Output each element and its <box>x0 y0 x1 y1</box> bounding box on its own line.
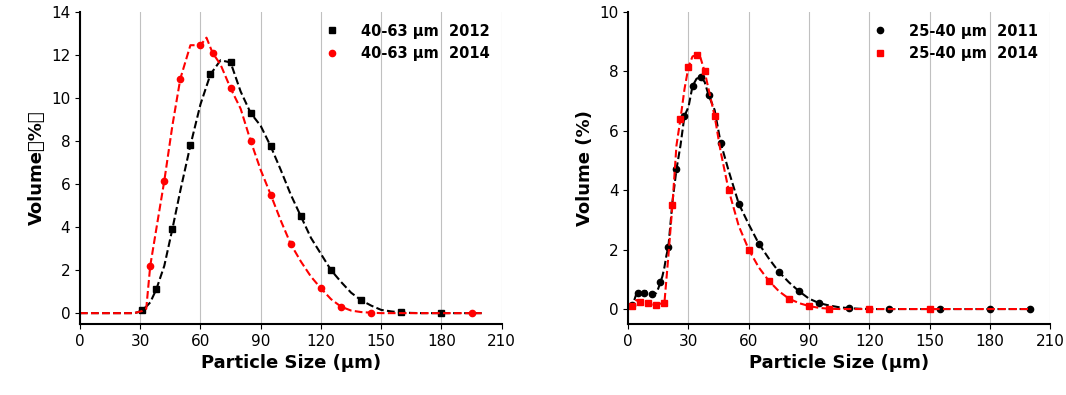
25-40 μm  2014 <box>762 278 775 283</box>
25-40 μm  2014 <box>823 307 836 311</box>
Legend: 40-63 μm  2012, 40-63 μm  2014: 40-63 μm 2012, 40-63 μm 2014 <box>306 19 495 65</box>
Line: 40-63 μm  2012: 40-63 μm 2012 <box>139 59 445 316</box>
Line: 25-40 μm  2011: 25-40 μm 2011 <box>629 74 1033 312</box>
40-63 μm  2012 <box>224 60 237 65</box>
40-63 μm  2014 <box>244 139 257 143</box>
25-40 μm  2011 <box>671 167 683 172</box>
Y-axis label: Volume（%）: Volume（%） <box>28 111 46 225</box>
25-40 μm  2014 <box>658 301 671 305</box>
25-40 μm  2011 <box>678 113 691 118</box>
40-63 μm  2014 <box>365 310 377 315</box>
25-40 μm  2014 <box>674 117 687 121</box>
40-63 μm  2014 <box>224 86 237 90</box>
25-40 μm  2014 <box>782 296 795 301</box>
25-40 μm  2011 <box>732 201 745 206</box>
Line: 25-40 μm  2014: 25-40 μm 2014 <box>629 52 933 312</box>
25-40 μm  2011 <box>626 302 639 307</box>
40-63 μm  2014 <box>194 43 207 47</box>
Line: 40-63 μm  2014: 40-63 μm 2014 <box>147 42 474 316</box>
25-40 μm  2011 <box>714 140 727 145</box>
40-63 μm  2014 <box>174 76 187 81</box>
25-40 μm  2014 <box>742 247 755 252</box>
25-40 μm  2014 <box>682 64 695 69</box>
25-40 μm  2011 <box>843 306 856 310</box>
25-40 μm  2014 <box>634 299 647 304</box>
Legend: 25-40 μm  2011, 25-40 μm  2014: 25-40 μm 2011, 25-40 μm 2014 <box>854 19 1043 65</box>
40-63 μm  2014 <box>144 263 157 268</box>
40-63 μm  2012 <box>394 310 407 315</box>
40-63 μm  2014 <box>158 179 171 183</box>
25-40 μm  2014 <box>923 307 936 311</box>
25-40 μm  2014 <box>723 188 736 192</box>
40-63 μm  2014 <box>314 286 327 291</box>
40-63 μm  2012 <box>264 144 277 149</box>
25-40 μm  2011 <box>687 84 699 88</box>
25-40 μm  2011 <box>653 280 666 285</box>
40-63 μm  2012 <box>166 227 179 231</box>
40-63 μm  2014 <box>285 242 297 246</box>
25-40 μm  2014 <box>862 307 875 311</box>
Y-axis label: Volume (%): Volume (%) <box>576 110 594 226</box>
40-63 μm  2012 <box>294 214 307 219</box>
25-40 μm  2014 <box>803 304 815 308</box>
40-63 μm  2012 <box>355 298 368 303</box>
X-axis label: Particle Size (μm): Particle Size (μm) <box>200 354 381 372</box>
25-40 μm  2011 <box>646 292 659 297</box>
25-40 μm  2011 <box>694 75 707 80</box>
25-40 μm  2011 <box>1023 307 1036 311</box>
40-63 μm  2012 <box>184 143 197 148</box>
40-63 μm  2014 <box>264 192 277 197</box>
25-40 μm  2014 <box>650 302 663 307</box>
25-40 μm  2014 <box>708 113 721 118</box>
25-40 μm  2014 <box>690 53 702 57</box>
25-40 μm  2011 <box>983 307 996 311</box>
40-63 μm  2012 <box>435 311 448 316</box>
40-63 μm  2014 <box>206 51 219 55</box>
25-40 μm  2011 <box>637 290 650 295</box>
25-40 μm  2014 <box>642 301 655 305</box>
25-40 μm  2014 <box>626 304 639 308</box>
X-axis label: Particle Size (μm): Particle Size (μm) <box>749 354 930 372</box>
25-40 μm  2011 <box>662 244 675 249</box>
40-63 μm  2012 <box>325 268 338 273</box>
40-63 μm  2012 <box>204 72 216 77</box>
40-63 μm  2012 <box>135 308 148 312</box>
25-40 μm  2011 <box>702 93 715 98</box>
40-63 μm  2014 <box>465 311 478 316</box>
25-40 μm  2011 <box>632 290 645 295</box>
25-40 μm  2011 <box>773 269 786 274</box>
40-63 μm  2012 <box>244 111 257 115</box>
25-40 μm  2011 <box>933 307 946 311</box>
25-40 μm  2011 <box>883 307 895 311</box>
25-40 μm  2011 <box>812 301 825 305</box>
40-63 μm  2014 <box>335 304 348 309</box>
25-40 μm  2014 <box>698 69 711 73</box>
25-40 μm  2014 <box>666 203 679 207</box>
40-63 μm  2012 <box>150 287 163 292</box>
25-40 μm  2011 <box>792 289 805 293</box>
25-40 μm  2011 <box>753 241 765 246</box>
